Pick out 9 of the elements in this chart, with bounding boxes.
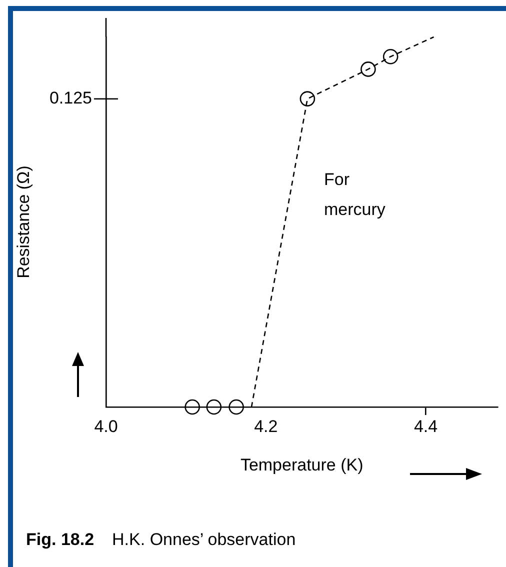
x-tick-label: 4.0 xyxy=(94,416,118,436)
y-axis-title: Resistance (Ω) xyxy=(14,166,33,278)
text: H.K. Onnes’ observation xyxy=(112,530,296,549)
x-tick-label: 4.4 xyxy=(414,416,438,436)
x-axis-title: Temperature (K) xyxy=(240,455,364,474)
x-tick-label: 4.2 xyxy=(254,416,278,436)
annotation: For mercury xyxy=(324,170,386,220)
caption: Fig. 18.2 xyxy=(26,530,94,549)
text: 0.125 xyxy=(49,88,92,108)
